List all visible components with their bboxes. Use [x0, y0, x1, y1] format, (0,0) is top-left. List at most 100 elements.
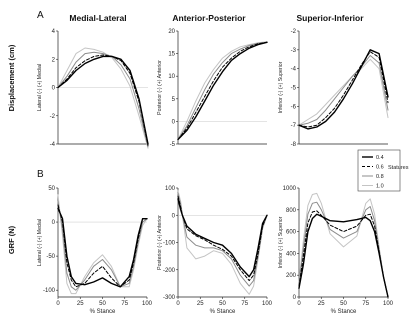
legend: 0.4 0.6 0.8 1.0 Statures	[357, 149, 409, 192]
y-axis-label: Posterior (-) (+) Anterior	[157, 215, 163, 270]
legend-entry-label: 0.6	[376, 165, 384, 171]
x-tick-label: 25	[197, 301, 204, 307]
x-tick-label: 50	[99, 301, 106, 307]
series-line-0-4	[177, 198, 268, 278]
x-tick-label: 75	[241, 301, 248, 307]
series-line-1-0	[57, 194, 148, 295]
x-axis-label: % Stance	[210, 309, 236, 315]
series-line-0-6	[177, 195, 268, 282]
legend-title: Statures	[388, 165, 409, 171]
y-axis-label: Lateral (-) (+) Medial	[37, 219, 43, 266]
series-line-0-8	[298, 55, 389, 126]
x-tick-label: 75	[362, 301, 369, 307]
x-tick-label: 0	[297, 301, 301, 307]
y-tick-label: -200	[163, 268, 176, 274]
x-tick-label: 100	[142, 301, 153, 307]
chart-panel-1: 4 2 0 -2 -4 Lateral (-) (+) Medial	[37, 29, 149, 149]
chart-panel-4: 50 0 -50 -100 0 25 50 75 100 % Stance Lateral (-) …	[37, 186, 153, 315]
chart-panel-6: 1000 800 600 400 200 00 25 50 75 100 % Stance Infer…	[278, 186, 394, 315]
panel-letter-b: B	[37, 169, 44, 180]
x-tick-label: 50	[219, 301, 226, 307]
legend-entry-label: 0.4	[376, 155, 384, 161]
chart-panel-3: -2 -3 -4 -5 -6 -7 -8 Inferior (-) (+) Superior	[278, 29, 389, 148]
x-axis-label: % Stance	[331, 309, 357, 315]
series-line-0-8	[57, 201, 148, 291]
y-axis-label: Inferior (-) (+) Superior	[278, 61, 284, 113]
y-tick-label: 600	[286, 230, 297, 236]
y-tick-label: -300	[163, 295, 176, 301]
series-line-1-0	[177, 41, 268, 140]
y-tick-label: 0	[293, 295, 297, 301]
y-tick-label: -5	[170, 142, 176, 148]
x-tick-label: 25	[318, 301, 325, 307]
y-tick-label: 800	[286, 208, 297, 214]
series-line-1-0	[57, 47, 149, 149]
y-tick-label: -100	[43, 288, 56, 294]
y-tick-label: 15	[168, 52, 175, 58]
y-tick-label: -4	[50, 142, 56, 148]
chart-panel-2: 20 15 10 5 0 -5 Posterior (-) (+) Anterior	[157, 29, 268, 148]
series-line-0-6	[298, 51, 389, 128]
series-line-0-4	[57, 55, 149, 145]
series-line-0-4	[298, 49, 389, 130]
y-tick-label: -4	[291, 67, 297, 73]
y-tick-label: 0	[52, 86, 56, 92]
y-tick-label: -3	[291, 48, 297, 54]
x-tick-label: 75	[121, 301, 128, 307]
column-title-superior-inferior: Superior-Inferior	[296, 13, 364, 23]
series-line-0-4	[298, 213, 389, 298]
row-label-grf: GRF (N)	[7, 225, 16, 254]
x-tick-label: 100	[383, 301, 394, 307]
legend-entry-label: 0.8	[376, 174, 384, 180]
panel-letter-a: A	[37, 10, 44, 21]
y-tick-label: -50	[46, 254, 55, 260]
x-tick-label: 25	[77, 301, 84, 307]
series-line-0-8	[298, 201, 389, 298]
y-tick-label: 10	[168, 74, 175, 80]
y-tick-label: 0	[172, 213, 176, 219]
series-line-0-8	[177, 41, 268, 140]
y-tick-label: -6	[291, 104, 297, 110]
y-tick-label: 1000	[283, 186, 297, 192]
row-label-displacement: Displacement (cm)	[7, 44, 16, 111]
y-tick-label: -2	[291, 29, 297, 35]
x-tick-label: 0	[56, 301, 60, 307]
y-tick-label: -8	[291, 142, 297, 148]
y-tick-label: 4	[52, 29, 56, 35]
legend-entry-label: 1.0	[376, 184, 384, 190]
y-tick-label: 0	[172, 119, 176, 125]
x-tick-label: 50	[340, 301, 347, 307]
series-line-0-6	[57, 54, 149, 146]
series-line-1-0	[298, 192, 389, 298]
series-line-1-0	[177, 190, 268, 295]
y-tick-label: -100	[163, 241, 176, 247]
series-line-0-4	[57, 207, 148, 288]
y-tick-label: 50	[48, 186, 55, 192]
y-tick-label: 5	[172, 97, 176, 103]
y-axis-label: Posterior (-) (+) Anterior	[157, 60, 163, 115]
y-tick-label: -5	[291, 86, 297, 92]
x-tick-label: 100	[262, 301, 273, 307]
y-axis-label: Inferior (-) (+) Superior	[278, 216, 284, 268]
y-tick-label: -7	[291, 123, 297, 129]
series-line-0-6	[177, 41, 268, 140]
y-tick-label: -2	[50, 114, 56, 120]
series-line-0-8	[177, 192, 268, 287]
y-tick-label: 0	[52, 220, 56, 226]
y-tick-label: 2	[52, 57, 56, 63]
series-line-0-4	[177, 41, 268, 141]
y-tick-label: 400	[286, 251, 297, 257]
series-line-1-0	[298, 58, 389, 126]
column-title-medial-lateral: Medial-Lateral	[69, 13, 126, 23]
x-axis-label: % Stance	[90, 309, 116, 315]
x-tick-label: 0	[176, 301, 180, 307]
column-title-anterior-posterior: Anterior-Posterior	[172, 13, 246, 23]
y-tick-label: 20	[168, 29, 175, 35]
series-line-0-8	[57, 51, 149, 148]
y-tick-label: 200	[286, 273, 297, 279]
y-tick-label: 100	[165, 186, 176, 192]
y-axis-label: Lateral (-) (+) Medial	[37, 64, 43, 111]
